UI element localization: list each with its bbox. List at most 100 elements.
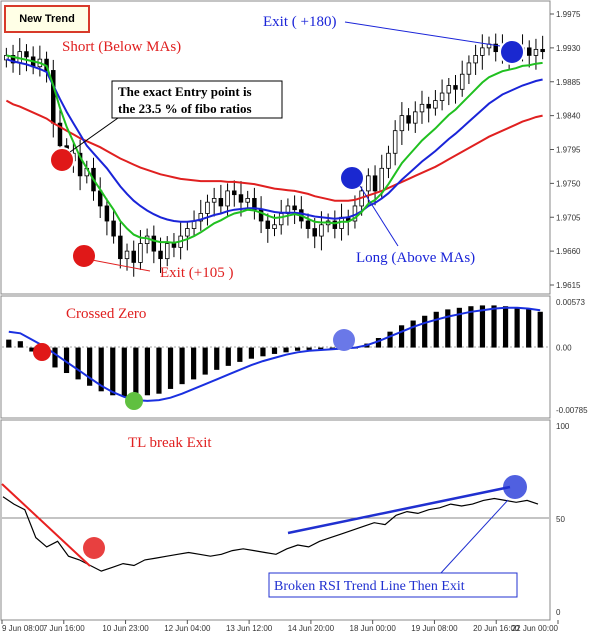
candle-body	[185, 228, 190, 237]
candle-body	[278, 213, 284, 226]
candle-body	[104, 205, 110, 222]
macd-bar	[491, 305, 497, 348]
x-axis-ticks: 9 Jun 08:00 7 Jun 16:00 10 Jun 23:00 12 Jun…	[1, 620, 559, 633]
broken-rsi-box	[268, 572, 518, 598]
macd-bar	[433, 311, 439, 348]
candle-body	[379, 167, 385, 192]
price-tick-label: 1.9705	[556, 213, 581, 222]
rsi-panel-frame	[0, 419, 551, 621]
candle-body	[225, 190, 230, 207]
candle-body	[305, 220, 311, 229]
macd-bar	[445, 309, 451, 348]
macd-tick-label: 0.00	[556, 344, 572, 353]
candle-body	[164, 243, 170, 260]
candle-body	[332, 220, 338, 229]
macd-bar	[248, 347, 254, 359]
candle-body	[205, 201, 210, 214]
rsi-red-marker	[83, 537, 105, 559]
new-trend-button[interactable]: New Trend	[4, 5, 90, 33]
candle-body	[366, 175, 371, 192]
short-entry-marker	[49, 147, 75, 173]
macd-bar	[29, 347, 35, 352]
candle-body	[312, 228, 317, 237]
rsi-blue-trendline	[287, 485, 511, 535]
exit-long-pointer	[344, 21, 501, 47]
long-exit-marker	[499, 39, 525, 65]
macd-bar	[479, 305, 486, 348]
crossed-zero-label: Crossed Zero	[66, 306, 146, 322]
short-label: Short (Below MAs)	[62, 39, 181, 55]
candle-body	[10, 55, 16, 64]
candle-body	[111, 220, 116, 237]
candle-body	[372, 175, 378, 192]
candle-body	[131, 250, 136, 263]
x-tick-label: 13 Jun 12:00	[226, 624, 273, 633]
candle-body	[426, 103, 431, 109]
rsi-tick-label: 0	[556, 608, 561, 617]
x-tick-label: 9 Jun 08:00	[2, 624, 44, 633]
macd-bar	[295, 347, 301, 351]
candle-body	[319, 224, 324, 237]
entry-pointer-line	[69, 117, 119, 153]
macd-tick-label: -0.00785	[556, 406, 588, 415]
candle-body	[57, 122, 63, 147]
candle-body	[466, 62, 472, 75]
x-tick-label: 14 Jun 20:00	[288, 624, 335, 633]
macd-bar	[214, 347, 220, 370]
rsi-red-trendline	[1, 483, 91, 567]
macd-bar	[6, 339, 12, 348]
rsi-y-ticks: 100 50 0	[556, 422, 570, 617]
candle-body	[439, 92, 445, 101]
macd-bar	[271, 347, 278, 354]
price-tick-label: 1.9840	[556, 112, 581, 121]
candle-body	[238, 194, 244, 203]
candle-body	[124, 250, 130, 260]
macd-bar	[422, 315, 428, 348]
exit-long-label: Exit ( +180)	[263, 14, 336, 30]
x-tick-label: 20 Jun 16:00	[473, 624, 520, 633]
price-tick-label: 1.9975	[556, 10, 581, 19]
candle-body	[480, 47, 485, 56]
candle-body	[406, 115, 411, 124]
x-tick-label: 10 Jun 23:00	[102, 624, 149, 633]
macd-bar	[306, 347, 312, 350]
macd-bar	[514, 307, 520, 348]
macd-bar	[63, 347, 70, 374]
candle-body	[218, 198, 224, 207]
rsi-blue-marker	[503, 475, 527, 499]
entry-note-line1: The exact Entry point is	[118, 84, 252, 99]
macd-histogram	[6, 305, 543, 398]
macd-bar	[17, 341, 23, 348]
macd-bar	[398, 325, 405, 348]
price-tick-label: 1.9795	[556, 146, 581, 155]
candle-body	[232, 190, 237, 196]
price-panel-frame	[0, 0, 551, 295]
macd-bar	[110, 347, 116, 396]
macd-bar	[260, 347, 266, 357]
candlestick-series	[4, 33, 545, 277]
rsi-exit-pointer	[439, 499, 509, 575]
macd-green-marker	[125, 392, 143, 410]
candle-body	[386, 152, 391, 169]
entry-note-line2: the 23.5 % of fibo ratios	[118, 101, 252, 116]
macd-bar	[98, 347, 104, 392]
candle-body	[265, 220, 271, 229]
ma-green-line	[6, 54, 543, 244]
candle-body	[540, 48, 545, 53]
candle-body	[51, 70, 56, 124]
macd-bar	[133, 347, 139, 398]
candle-body	[399, 115, 405, 132]
macd-bar	[52, 347, 58, 368]
macd-bar	[167, 347, 174, 389]
candle-body	[211, 198, 217, 203]
price-tick-label: 1.9660	[556, 247, 581, 256]
macd-bar	[283, 347, 289, 353]
macd-bar	[537, 311, 543, 348]
candle-body	[459, 73, 465, 90]
candle-body	[245, 198, 250, 203]
ma-red-line	[5, 99, 543, 202]
long-pointer	[359, 185, 399, 247]
macd-bar	[225, 347, 231, 366]
macd-bar	[318, 347, 324, 350]
candle-body	[473, 55, 478, 64]
